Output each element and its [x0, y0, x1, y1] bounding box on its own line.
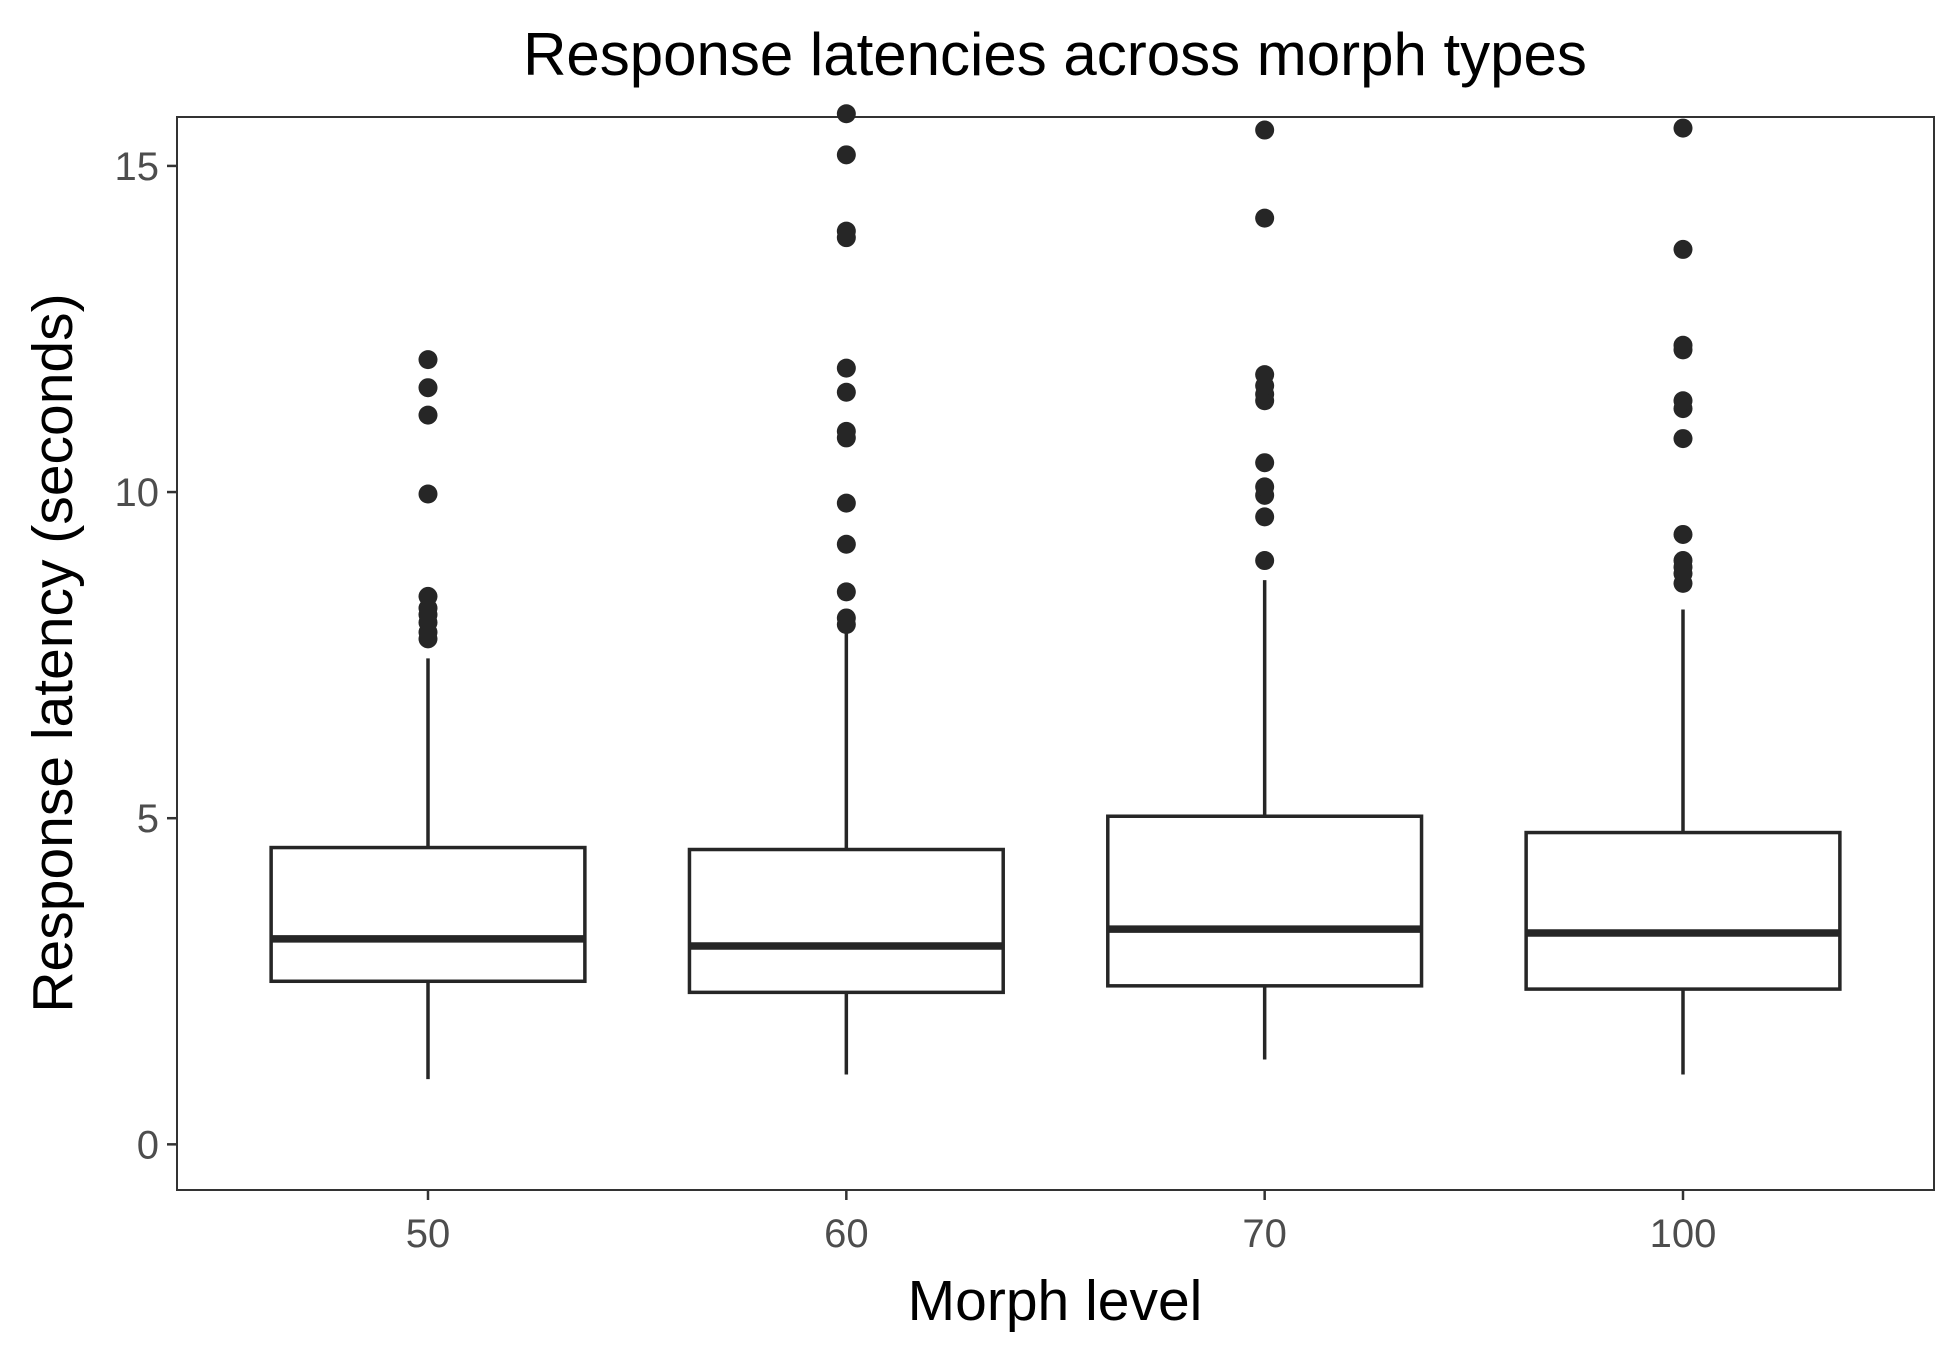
outlier-point — [1255, 365, 1275, 385]
outlier-point — [1255, 120, 1275, 140]
box-series — [269, 104, 1842, 1080]
box-50 — [269, 350, 587, 1080]
outlier-point — [1255, 453, 1275, 473]
x-tick-label: 100 — [1650, 1212, 1717, 1256]
outlier-point — [418, 378, 438, 398]
outlier-point — [418, 405, 438, 425]
y-axis-title: Response latency (seconds) — [21, 293, 85, 1012]
y-tick-label: 15 — [115, 145, 160, 189]
y-tick-label: 0 — [137, 1123, 159, 1167]
plot-panel — [176, 116, 1935, 1191]
outlier-point — [418, 350, 438, 370]
outlier-point — [836, 582, 856, 602]
outlier-point — [1255, 208, 1275, 228]
outlier-point — [836, 358, 856, 378]
outlier-point — [1255, 507, 1275, 527]
box-60 — [687, 104, 1005, 1075]
x-axis-title: Morph level — [908, 1269, 1203, 1333]
box-70 — [1106, 120, 1424, 1060]
box-100 — [1524, 118, 1842, 1075]
iqr-box — [687, 847, 1005, 995]
outlier-point — [1673, 429, 1693, 449]
outlier-point — [836, 145, 856, 165]
outlier-point — [1255, 477, 1275, 497]
y-axis: 0 5 10 15 — [115, 145, 177, 1167]
x-axis: 50 60 70 100 — [406, 1190, 1717, 1256]
outlier-point — [836, 104, 856, 124]
chart-title: Response latencies across morph types — [523, 21, 1587, 88]
x-tick-label: 50 — [406, 1212, 451, 1256]
y-tick-label: 5 — [137, 797, 159, 841]
outlier-point — [1673, 335, 1693, 355]
outlier-point — [418, 586, 438, 606]
outlier-point — [1673, 239, 1693, 259]
y-tick-label: 10 — [115, 471, 160, 515]
outlier-point — [1255, 551, 1275, 571]
iqr-box — [269, 845, 587, 984]
outlier-point — [1673, 551, 1693, 571]
outlier-point — [836, 608, 856, 628]
outlier-point — [836, 534, 856, 554]
outlier-point — [836, 221, 856, 241]
outlier-point — [418, 484, 438, 504]
outlier-point — [836, 382, 856, 402]
x-tick-label: 70 — [1242, 1212, 1287, 1256]
outlier-point — [1673, 391, 1693, 411]
outlier-point — [836, 421, 856, 441]
outlier-point — [1673, 524, 1693, 544]
outlier-point — [836, 493, 856, 513]
iqr-box — [1524, 830, 1842, 991]
iqr-box — [1106, 814, 1424, 988]
outlier-point — [1673, 118, 1693, 138]
x-tick-label: 60 — [824, 1212, 869, 1256]
